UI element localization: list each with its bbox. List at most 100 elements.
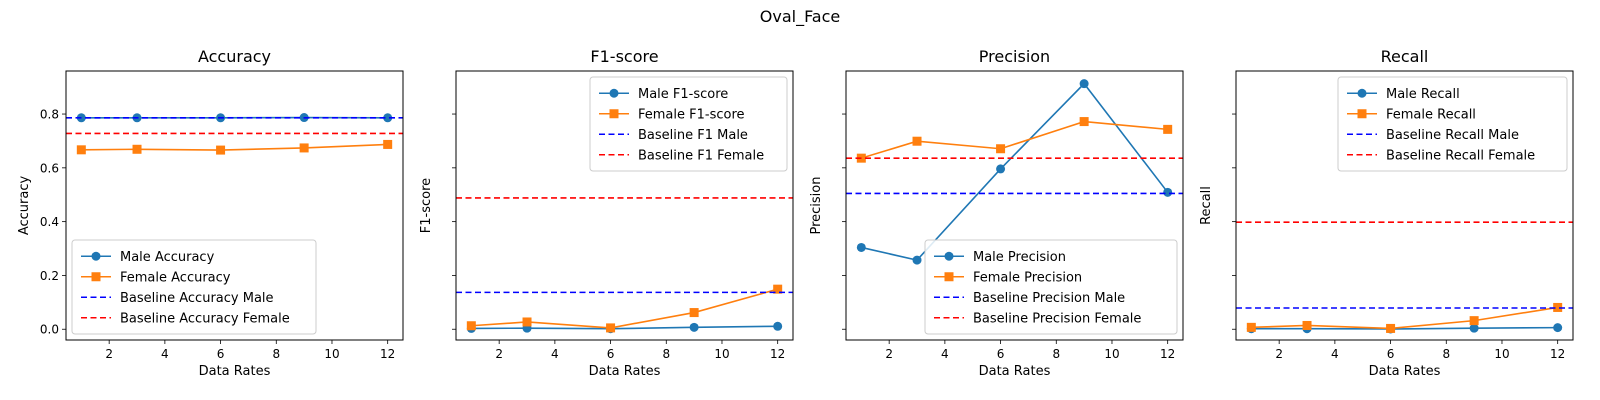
x-tick-label: 4: [551, 347, 559, 361]
x-axis-label: Data Rates: [589, 364, 661, 379]
legend-marker: [609, 109, 619, 119]
x-tick-label: 12: [380, 347, 395, 361]
legend-marker: [1357, 88, 1367, 98]
y-axis-label: Precision: [809, 176, 824, 234]
data-point: [522, 317, 532, 327]
y-tick-label: 0.0: [40, 323, 59, 337]
legend-marker: [91, 251, 101, 261]
legend: Male Precision Female Precision Baseline P…: [924, 239, 1178, 335]
x-tick-label: 8: [1442, 347, 1450, 361]
y-tick-label: 0.4: [40, 215, 59, 229]
x-tick-label: 10: [1494, 347, 1509, 361]
x-tick-label: 12: [1160, 347, 1175, 361]
legend: Male F1-score Female F1-score Baseline F1 …: [589, 76, 788, 172]
data-point: [216, 145, 226, 155]
legend-label: Female F1-score: [638, 107, 745, 122]
data-point: [383, 139, 393, 149]
legend-label: Male Accuracy: [120, 250, 215, 265]
legend-box: [71, 239, 317, 335]
axes-frame: [455, 70, 794, 341]
subplot-title: Precision: [979, 47, 1050, 66]
data-point: [912, 255, 922, 265]
x-tick-label: 2: [1275, 347, 1283, 361]
data-point: [1553, 323, 1563, 333]
subplot-title: F1-score: [590, 47, 658, 66]
axes-frame: [1235, 70, 1574, 341]
x-tick-label: 4: [941, 347, 949, 361]
x-tick-label: 6: [607, 347, 615, 361]
data-point: [1163, 124, 1173, 134]
plot-area: [846, 79, 1183, 265]
figure-suptitle: Oval_Face: [760, 7, 841, 27]
data-point: [912, 136, 922, 146]
legend-label: Baseline F1 Female: [638, 148, 764, 163]
data-point: [466, 321, 476, 331]
x-tick-label: 2: [885, 347, 893, 361]
subplot-f1-score: F1-score 2 4 6 8 10 12 Data Rates F1-score Male F…: [419, 47, 794, 379]
data-point: [689, 322, 699, 332]
legend-label: Baseline Precision Male: [973, 291, 1125, 306]
legend-label: Female Accuracy: [120, 270, 231, 285]
plot-area: [1236, 221, 1573, 334]
data-point: [1163, 187, 1173, 197]
data-point: [1469, 323, 1479, 333]
data-point: [76, 145, 86, 155]
x-tick-label: 6: [217, 347, 225, 361]
y-tick-label: 0.6: [40, 161, 59, 175]
legend-label: Male Precision: [973, 250, 1066, 265]
legend-label: Baseline Recall Female: [1386, 148, 1535, 163]
legend-label: Baseline F1 Male: [638, 128, 748, 143]
x-tick-label: 8: [662, 347, 670, 361]
data-point: [383, 113, 393, 123]
x-tick-label: 6: [997, 347, 1005, 361]
legend-box: [1337, 76, 1568, 172]
legend-label: Baseline Accuracy Male: [120, 291, 274, 306]
x-tick-label: 12: [1550, 347, 1565, 361]
x-axis-label: Data Rates: [1369, 364, 1441, 379]
data-point: [1469, 316, 1479, 326]
legend-marker: [91, 272, 101, 282]
x-axis-label: Data Rates: [199, 364, 271, 379]
data-point: [856, 242, 866, 252]
legend-marker: [1357, 109, 1367, 119]
x-tick-label: 10: [1104, 347, 1119, 361]
x-tick-label: 10: [714, 347, 729, 361]
subplot-panels: Accuracy 2 4 6 8 10 12 0.0 0.2 0.4 0.6 0.8 Data Rate…: [17, 47, 1574, 379]
axes-frame: [65, 70, 404, 341]
y-axis-label: F1-score: [419, 178, 434, 233]
data-point: [773, 321, 783, 331]
data-point: [1079, 117, 1089, 127]
x-tick-label: 8: [272, 347, 280, 361]
subplot-title: Accuracy: [198, 47, 271, 66]
x-axis-label: Data Rates: [979, 364, 1051, 379]
legend: Male Accuracy Female Accuracy Baseline Acc…: [71, 239, 317, 335]
x-tick-label: 10: [324, 347, 339, 361]
subplot-precision: Precision 2 4 6 8 10 12 Data Rates Precision Male…: [809, 47, 1184, 379]
data-point: [1386, 323, 1396, 333]
data-point: [996, 164, 1006, 174]
subplot-accuracy: Accuracy 2 4 6 8 10 12 0.0 0.2 0.4 0.6 0.8 Data Rate…: [17, 47, 404, 379]
data-point: [299, 143, 309, 153]
legend: Male Recall Female Recall Baseline Recall …: [1337, 76, 1568, 172]
legend-box: [589, 76, 788, 172]
x-tick-label: 6: [1387, 347, 1395, 361]
data-point: [132, 144, 142, 154]
legend-label: Male F1-score: [638, 87, 728, 102]
plot-area: [66, 113, 403, 155]
data-point: [1079, 79, 1089, 89]
legend-marker: [609, 88, 619, 98]
data-point: [606, 323, 616, 333]
subplot-recall: Recall 2 4 6 8 10 12 Data Rates Recall Male Recal…: [1199, 47, 1574, 379]
y-axis-label: Recall: [1199, 186, 1214, 225]
y-axis-label: Accuracy: [17, 176, 32, 236]
data-point: [1246, 322, 1256, 332]
x-tick-label: 8: [1052, 347, 1060, 361]
legend-label: Baseline Recall Male: [1386, 128, 1519, 143]
legend-label: Male Recall: [1386, 87, 1460, 102]
data-point: [1302, 320, 1312, 330]
legend-box: [924, 239, 1178, 335]
subplot-title: Recall: [1381, 47, 1429, 66]
y-tick-label: 0.8: [40, 108, 59, 122]
y-tick-label: 0.2: [40, 269, 59, 283]
